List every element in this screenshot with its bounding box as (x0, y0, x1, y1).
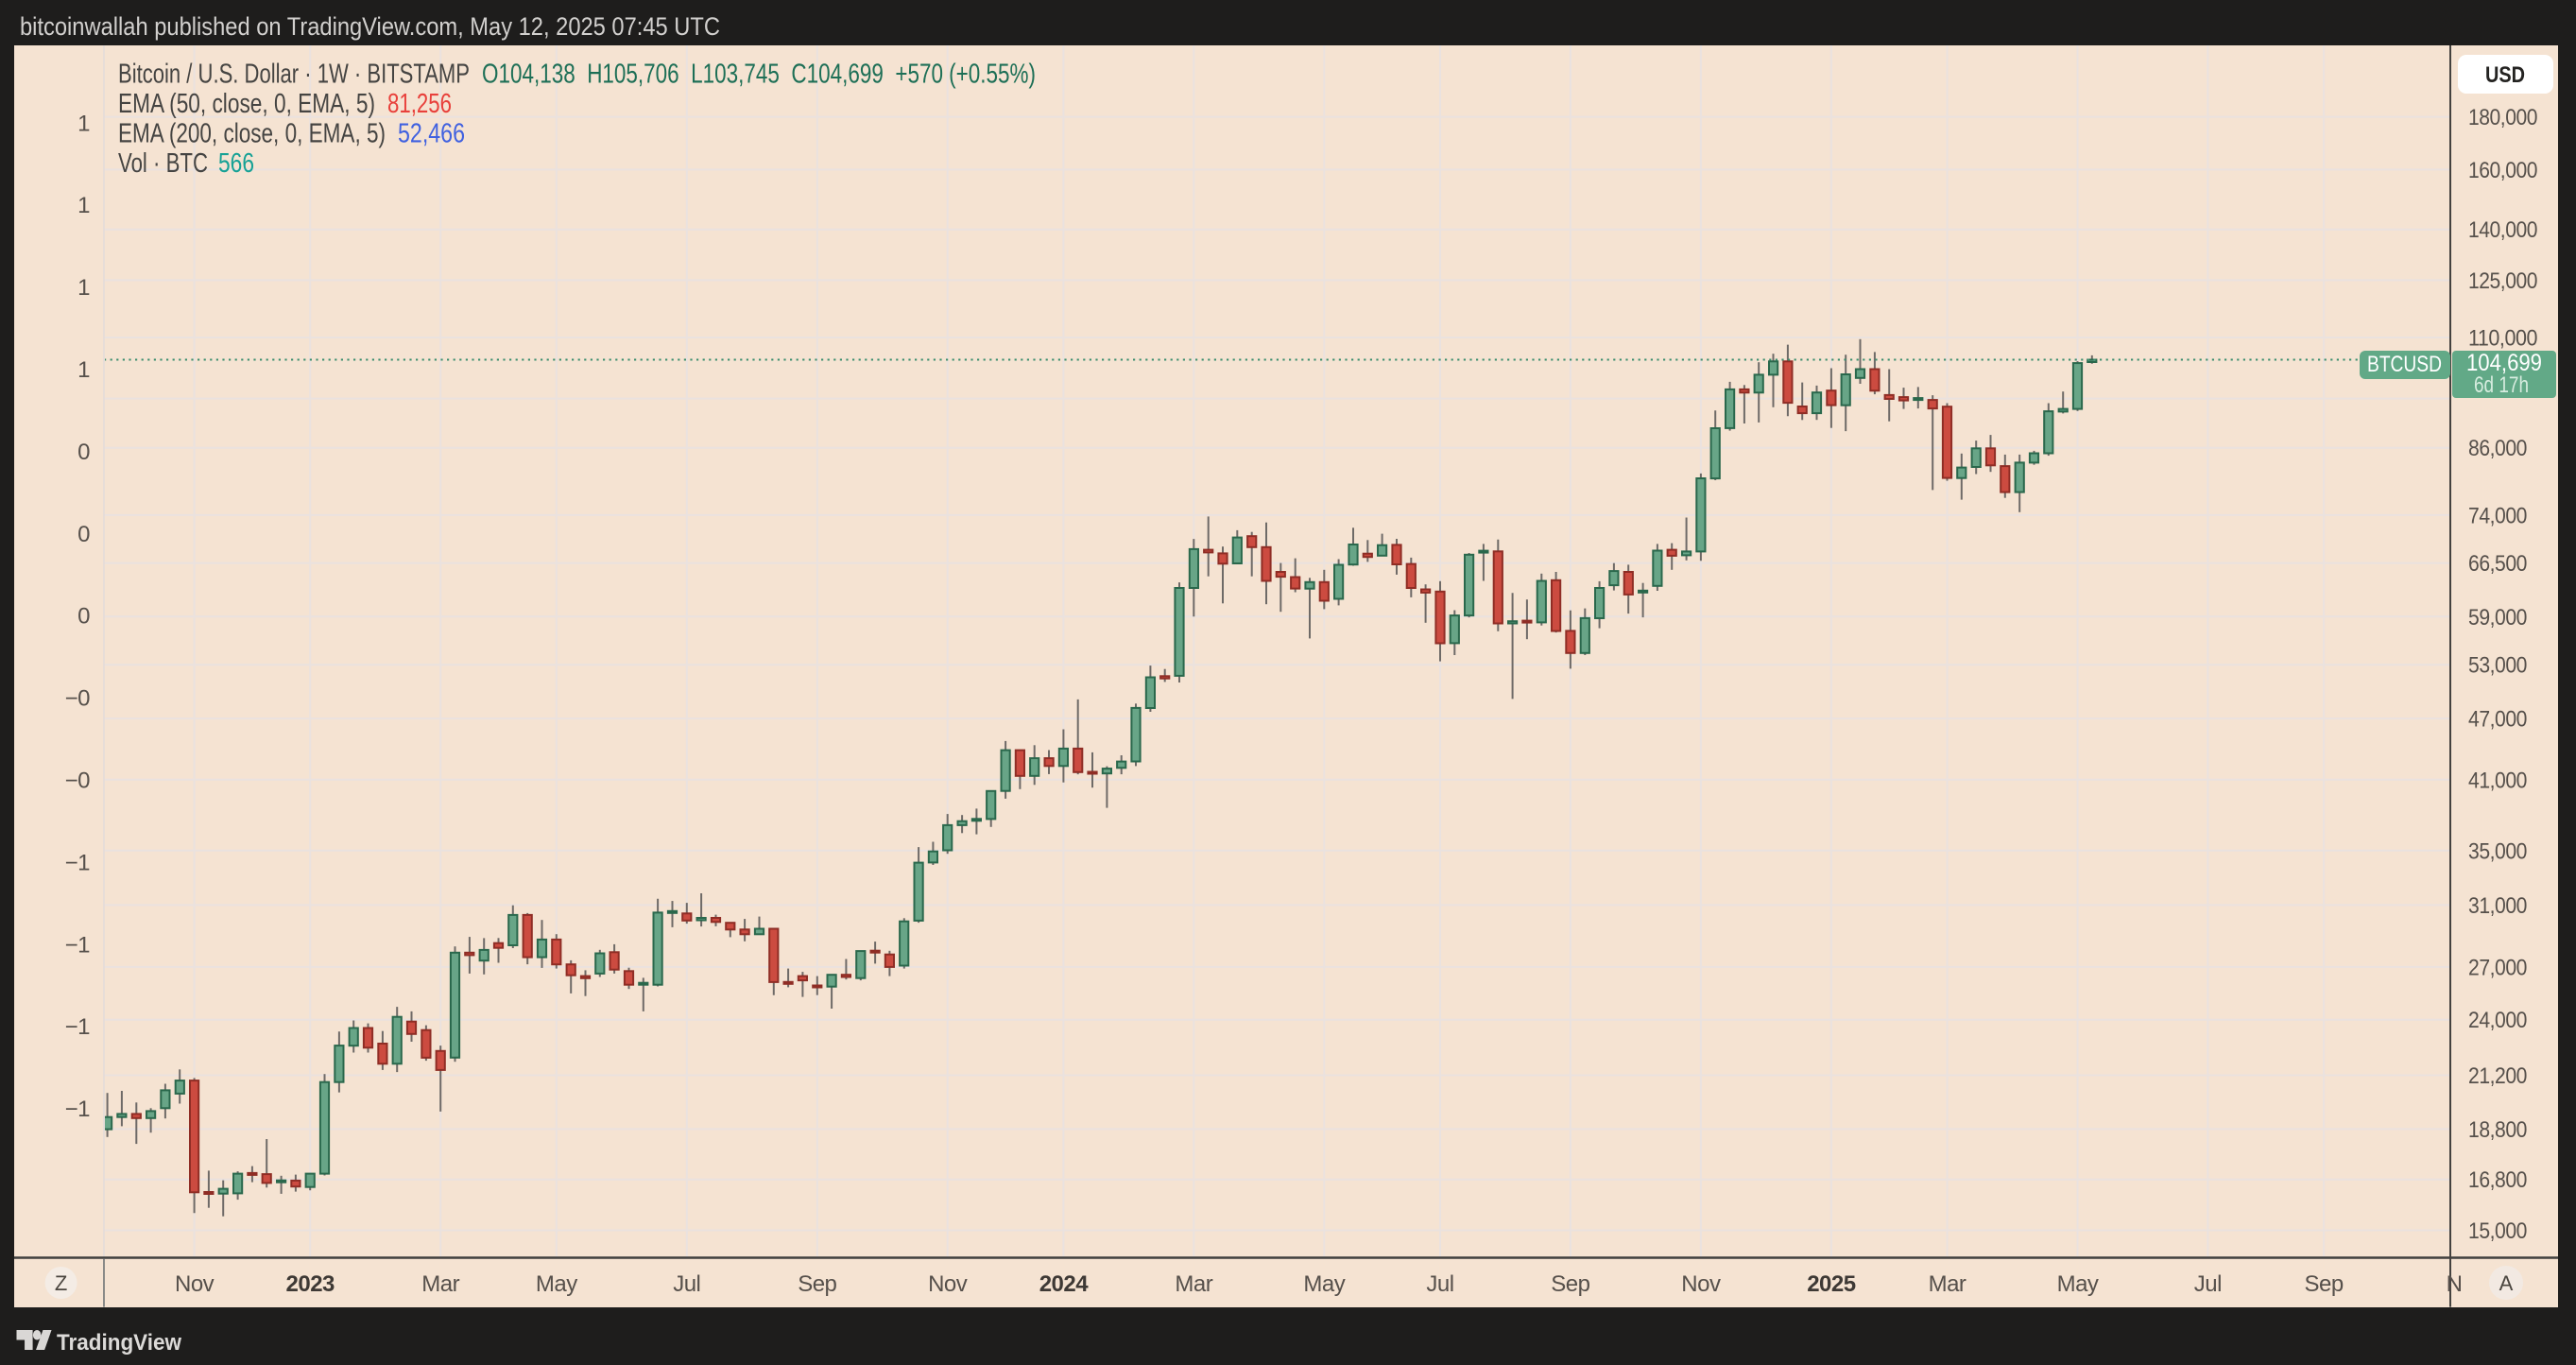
svg-text:125,000: 125,000 (2468, 268, 2537, 294)
svg-text:N: N (2447, 1271, 2463, 1297)
svg-text:Bitcoin / U.S. Dollar · 1W · B: Bitcoin / U.S. Dollar · 1W · BITSTAMP (118, 60, 470, 90)
svg-text:May: May (2057, 1271, 2099, 1297)
svg-text:May: May (1303, 1271, 1345, 1297)
svg-text:6d 17h: 6d 17h (2474, 372, 2529, 398)
svg-text:O104,138 H105,706 L103,745: O104,138 H105,706 L103,745 C104,699 +570… (482, 60, 1036, 90)
svg-text:Sep: Sep (1551, 1271, 1589, 1297)
svg-text:104,699: 104,699 (2466, 350, 2542, 376)
svg-text:1: 1 (77, 357, 90, 383)
svg-text:1: 1 (77, 111, 90, 136)
svg-text:BTCUSD: BTCUSD (2367, 352, 2442, 377)
svg-text:110,000: 110,000 (2468, 326, 2537, 352)
svg-text:Nov: Nov (175, 1271, 215, 1297)
svg-text:Jul: Jul (2194, 1271, 2222, 1297)
svg-text:−0: −0 (65, 686, 91, 712)
svg-text:Nov: Nov (928, 1271, 968, 1297)
svg-text:−1: −1 (65, 850, 91, 875)
svg-text:−0: −0 (65, 769, 91, 794)
svg-text:TradingView: TradingView (57, 1330, 181, 1356)
svg-text:bitcoinwallah published on Tra: bitcoinwallah published on TradingView.c… (20, 12, 720, 41)
svg-text:140,000: 140,000 (2468, 217, 2537, 243)
svg-text:31,000: 31,000 (2468, 893, 2527, 919)
svg-text:0: 0 (77, 440, 90, 465)
svg-text:160,000: 160,000 (2468, 158, 2537, 183)
svg-text:27,000: 27,000 (2468, 955, 2527, 980)
svg-text:A: A (2499, 1271, 2514, 1295)
svg-text:59,000: 59,000 (2468, 605, 2527, 631)
svg-text:15,000: 15,000 (2468, 1218, 2527, 1244)
svg-text:18,800: 18,800 (2468, 1117, 2527, 1143)
svg-text:21,200: 21,200 (2468, 1063, 2527, 1089)
svg-text:1: 1 (77, 275, 90, 301)
svg-text:Mar: Mar (1929, 1271, 1966, 1297)
svg-text:Nov: Nov (1681, 1271, 1721, 1297)
svg-text:24,000: 24,000 (2468, 1008, 2527, 1033)
svg-text:USD: USD (2485, 62, 2525, 88)
svg-text:52,466: 52,466 (398, 119, 465, 149)
svg-text:−1: −1 (65, 1014, 91, 1040)
svg-text:EMA (50, close, 0, EMA, 5): EMA (50, close, 0, EMA, 5) (118, 89, 375, 119)
svg-text:Z: Z (55, 1271, 67, 1295)
svg-text:−1: −1 (65, 932, 91, 958)
svg-text:Jul: Jul (673, 1271, 700, 1297)
svg-text:180,000: 180,000 (2468, 105, 2537, 130)
svg-text:2023: 2023 (286, 1271, 335, 1297)
svg-text:Sep: Sep (2304, 1271, 2343, 1297)
svg-text:16,800: 16,800 (2468, 1167, 2527, 1193)
svg-text:35,000: 35,000 (2468, 838, 2527, 864)
svg-text:Jul: Jul (1426, 1271, 1453, 1297)
svg-text:0: 0 (77, 604, 90, 630)
svg-text:2024: 2024 (1039, 1271, 1090, 1297)
svg-text:EMA (200, close, 0, EMA, 5): EMA (200, close, 0, EMA, 5) (118, 119, 386, 149)
svg-text:−1: −1 (65, 1097, 91, 1122)
svg-text:66,500: 66,500 (2468, 551, 2527, 577)
svg-text:May: May (536, 1271, 577, 1297)
svg-text:2025: 2025 (1807, 1271, 1856, 1297)
svg-text:Vol · BTC: Vol · BTC (118, 148, 208, 179)
svg-text:41,000: 41,000 (2468, 768, 2527, 793)
svg-text:Mar: Mar (1175, 1271, 1212, 1297)
svg-text:86,000: 86,000 (2468, 436, 2527, 461)
svg-text:47,000: 47,000 (2468, 707, 2527, 733)
svg-text:Mar: Mar (421, 1271, 459, 1297)
svg-text:566: 566 (218, 148, 254, 179)
svg-text:74,000: 74,000 (2468, 503, 2527, 528)
svg-text:81,256: 81,256 (387, 89, 452, 119)
svg-text:Sep: Sep (798, 1271, 836, 1297)
svg-text:53,000: 53,000 (2468, 653, 2527, 679)
svg-text:1: 1 (77, 193, 90, 218)
svg-text:0: 0 (77, 522, 90, 547)
